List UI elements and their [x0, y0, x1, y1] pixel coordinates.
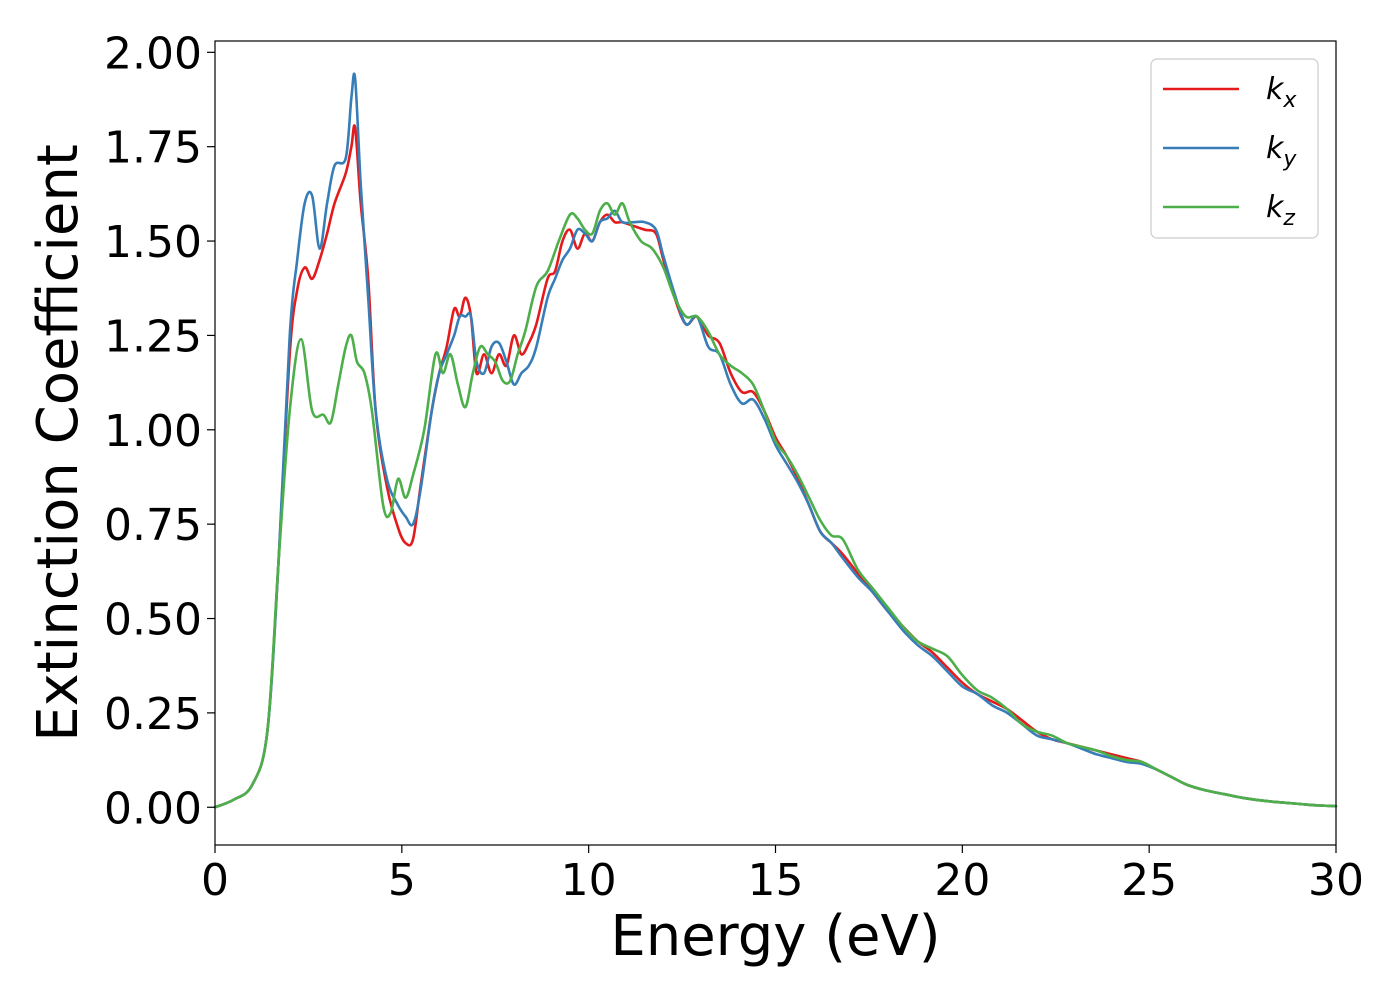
x-tick-label: 30	[1308, 855, 1364, 906]
x-tick-label: 5	[388, 855, 416, 906]
y-axis-label: Extinction Coefficient	[26, 144, 91, 742]
legend-label-sub: x	[1282, 88, 1297, 113]
y-tick-label: 1.75	[104, 123, 202, 174]
y-tick-label: 1.00	[104, 406, 202, 457]
y-tick-label: 0.75	[104, 500, 202, 551]
y-tick-label: 0.50	[104, 595, 202, 646]
legend-label-sub: y	[1282, 147, 1297, 172]
x-tick-label: 15	[748, 855, 804, 906]
legend-label-main: k	[1266, 72, 1285, 107]
legend-label-kz: kz	[1266, 190, 1295, 231]
x-tick-label: 0	[201, 855, 229, 906]
legend-label-kx: kx	[1266, 72, 1297, 113]
x-tick-label: 25	[1121, 855, 1177, 906]
series-line-kz	[213, 201, 1338, 809]
legend-label-main: k	[1266, 190, 1285, 225]
legend-label-ky: ky	[1266, 131, 1297, 172]
y-tick-label: 1.25	[104, 311, 202, 362]
x-axis: 0 5 10 15 20 25 30	[201, 845, 1364, 906]
y-axis: 0.00 0.25 0.50 0.75 1.00 1.25 1.50 1.75 2.00	[104, 28, 215, 834]
x-tick-label: 10	[561, 855, 617, 906]
series-layer	[213, 72, 1338, 809]
x-axis-label: Energy (eV)	[610, 904, 940, 969]
x-tick-label: 20	[934, 855, 990, 906]
y-tick-label: 0.25	[104, 689, 202, 740]
series-line-ky	[213, 72, 1338, 809]
y-tick-label: 1.50	[104, 217, 202, 268]
legend-label-main: k	[1266, 131, 1285, 166]
legend-label-sub: z	[1282, 206, 1295, 231]
y-tick-label: 0.00	[104, 783, 202, 834]
y-tick-label: 2.00	[104, 28, 202, 79]
